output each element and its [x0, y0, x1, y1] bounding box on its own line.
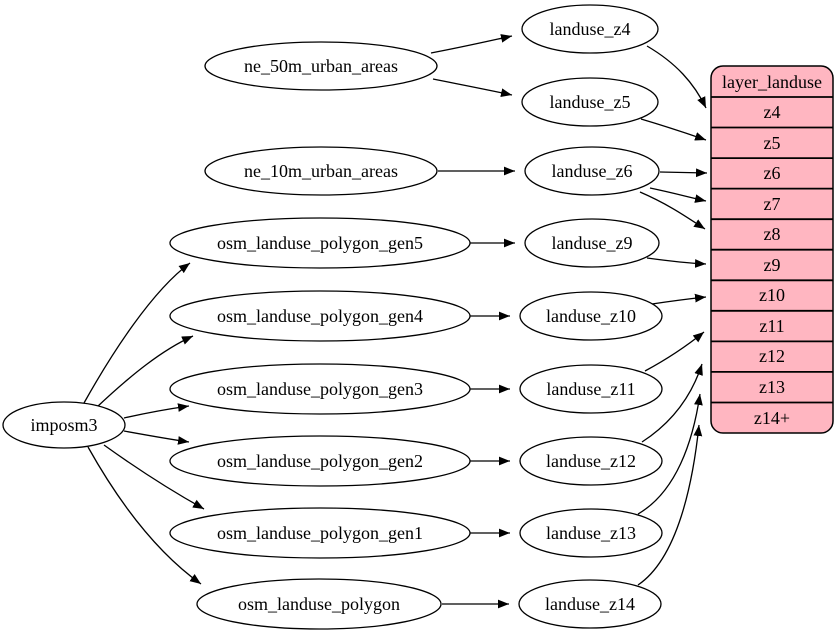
node-ne_10m_urban_areas-shape [204, 146, 438, 196]
table-row-z13: z13 [759, 377, 785, 397]
node-landuse_z13-shape [519, 508, 663, 558]
edge-imposm3-osm_landuse_polygon [87, 446, 202, 585]
node-landuse_z9: landuse_z9 [524, 218, 660, 268]
node-landuse_z9-label: landuse_z9 [552, 233, 633, 253]
edge-landuse_z5-row_z5 [640, 118, 707, 141]
node-landuse_z9-shape [524, 218, 660, 268]
node-osm_landuse_polygon_gen4-shape [169, 290, 471, 342]
node-landuse_z4-label: landuse_z4 [550, 19, 631, 39]
node-landuse_z14-label: landuse_z14 [545, 594, 635, 614]
node-osm_landuse_polygon_gen4: osm_landuse_polygon_gen4 [169, 290, 471, 342]
node-landuse_z6-shape [524, 146, 660, 196]
node-landuse_z5-shape [521, 77, 659, 127]
node-osm_landuse_polygon_gen4-label: osm_landuse_polygon_gen4 [217, 306, 423, 326]
node-osm_landuse_polygon_gen1-shape [169, 507, 471, 559]
node-osm_landuse_polygon-shape [196, 578, 442, 630]
edge-ne_50m_urban_areas-landuse_z4 [430, 34, 513, 54]
node-landuse_z11-label: landuse_z11 [546, 379, 635, 399]
table-row-z4: z4 [764, 102, 781, 122]
edge-landuse_z4-row_z4 [646, 45, 707, 109]
node-landuse_z5-label: landuse_z5 [550, 92, 631, 112]
table-row-z6: z6 [764, 163, 781, 183]
node-imposm3-label: imposm3 [30, 415, 97, 435]
node-landuse_z10-label: landuse_z10 [546, 306, 636, 326]
node-imposm3-shape [2, 401, 126, 449]
node-osm_landuse_polygon_gen3: osm_landuse_polygon_gen3 [169, 363, 471, 415]
node-landuse_z6: landuse_z6 [524, 146, 660, 196]
node-ne_50m_urban_areas-label: ne_50m_urban_areas [244, 56, 398, 76]
node-landuse_z11: landuse_z11 [519, 364, 663, 414]
node-landuse_z13-label: landuse_z13 [546, 523, 636, 543]
node-landuse_z4-shape [521, 4, 659, 54]
edge-imposm3-osm_landuse_polygon_gen1 [103, 444, 205, 510]
node-ne_10m_urban_areas: ne_10m_urban_areas [204, 146, 438, 196]
edge-imposm3-osm_landuse_polygon_gen2 [123, 430, 190, 445]
node-osm_landuse_polygon_gen2-shape [169, 435, 471, 487]
node-landuse_z11-shape [519, 364, 663, 414]
node-imposm3: imposm3 [2, 401, 126, 449]
node-osm_landuse_polygon_gen2-label: osm_landuse_polygon_gen2 [217, 451, 423, 471]
node-osm_landuse_polygon_gen5-shape [169, 217, 471, 269]
edge-ne_50m_urban_areas-landuse_z5 [432, 78, 513, 97]
node-landuse_z12: landuse_z12 [519, 436, 663, 486]
node-landuse_z14-shape [518, 579, 662, 629]
table-row-z11: z11 [759, 316, 784, 336]
table-row-z14plus: z14+ [754, 408, 790, 428]
table-row-z9: z9 [764, 255, 781, 275]
node-landuse_z6-label: landuse_z6 [552, 161, 633, 181]
node-osm_landuse_polygon_gen5-label: osm_landuse_polygon_gen5 [217, 233, 423, 253]
node-osm_landuse_polygon_gen3-shape [169, 363, 471, 415]
node-osm_landuse_polygon_gen2: osm_landuse_polygon_gen2 [169, 435, 471, 487]
edge-imposm3-osm_landuse_polygon_gen4 [96, 335, 194, 408]
edge-landuse_z6-row_z6 [659, 168, 708, 178]
table-row-z7: z7 [764, 194, 781, 214]
table-row-z8: z8 [764, 224, 781, 244]
table-layer_landuse: layer_landuse z4 z5 z6 z7 z8 z9 z10 z11 … [710, 65, 834, 434]
node-osm_landuse_polygon_gen1-label: osm_landuse_polygon_gen1 [217, 523, 423, 543]
node-landuse_z12-shape [519, 436, 663, 486]
node-ne_50m_urban_areas: ne_50m_urban_areas [204, 41, 438, 91]
edge-landuse_z10-row_z10 [651, 293, 707, 305]
table-title: layer_landuse [722, 72, 822, 92]
edge-imposm3-osm_landuse_polygon_gen3 [123, 403, 190, 419]
node-osm_landuse_polygon-label: osm_landuse_polygon [238, 594, 400, 614]
node-ne_10m_urban_areas-label: ne_10m_urban_areas [244, 161, 398, 181]
edge-landuse_z9-row_z9 [646, 257, 707, 268]
node-landuse_z14: landuse_z14 [518, 579, 662, 629]
node-osm_landuse_polygon_gen3-label: osm_landuse_polygon_gen3 [217, 379, 423, 399]
node-osm_landuse_polygon_gen5: osm_landuse_polygon_gen5 [169, 217, 471, 269]
edge-landuse_z14-row_z14plus [637, 424, 703, 586]
edge-landuse_z11-row_z11 [644, 331, 705, 372]
table-row-z5: z5 [764, 133, 781, 153]
node-landuse_z10: landuse_z10 [519, 291, 663, 341]
edge-landuse_z12-row_z12 [641, 363, 703, 443]
table-row-z12: z12 [759, 346, 785, 366]
node-landuse_z10-shape [519, 291, 663, 341]
node-landuse_z5: landuse_z5 [521, 77, 659, 127]
node-landuse_z13: landuse_z13 [519, 508, 663, 558]
edge-landuse_z6-row_z8 [639, 191, 706, 230]
node-osm_landuse_polygon: osm_landuse_polygon [196, 578, 442, 630]
node-landuse_z12-label: landuse_z12 [546, 451, 636, 471]
edge-layer [83, 34, 708, 609]
node-osm_landuse_polygon_gen1: osm_landuse_polygon_gen1 [169, 507, 471, 559]
edge-landuse_z13-row_z13 [637, 393, 703, 515]
edge-landuse_z6-row_z7 [649, 187, 707, 203]
edge-imposm3-osm_landuse_polygon_gen5 [83, 262, 191, 404]
table-row-z10: z10 [759, 285, 785, 305]
node-ne_50m_urban_areas-shape [204, 41, 438, 91]
node-landuse_z4: landuse_z4 [521, 4, 659, 54]
